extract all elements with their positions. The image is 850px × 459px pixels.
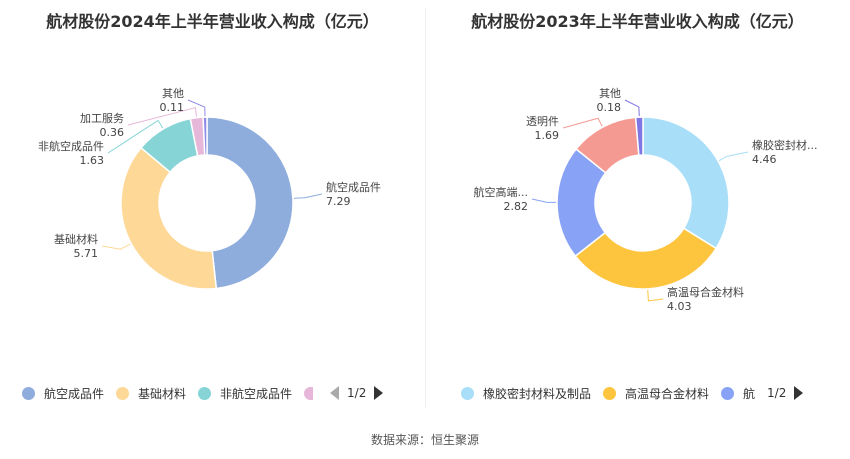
slice-1[interactable] xyxy=(574,227,718,290)
legend-label: 航空成品件 xyxy=(44,386,105,401)
slice-0[interactable] xyxy=(642,116,730,250)
slice-label-0: 橡胶密封材... xyxy=(752,138,818,152)
slice-label-2: 非航空成品件 xyxy=(38,139,104,153)
slice-value-3: 1.69 xyxy=(535,129,560,142)
legend: 橡胶密封材料及制品 高温母合金材料 航 1/2 xyxy=(461,383,804,403)
slice-label-0: 航空成品件 xyxy=(326,180,381,194)
slice-value-4: 0.18 xyxy=(597,101,622,114)
leader-line-4 xyxy=(187,99,206,117)
slice-value-2: 2.82 xyxy=(504,200,529,213)
divider xyxy=(425,8,426,408)
legend-item[interactable]: 非航空成品件 xyxy=(198,385,292,402)
leader-line-4 xyxy=(624,99,640,117)
slice-label-3: 透明件 xyxy=(526,115,559,128)
arrow-right-icon[interactable] xyxy=(374,386,384,400)
legend-dot xyxy=(22,386,35,400)
legend-item[interactable]: 基础材料 xyxy=(116,385,186,402)
legend-page-indicator: 1/2 xyxy=(767,386,787,400)
legend-item[interactable]: 高温母合金材料 xyxy=(603,385,709,402)
slice-label-1: 基础材料 xyxy=(54,232,98,246)
legend-label: 非航空成品件 xyxy=(220,386,293,401)
legend-item[interactable]: 航 xyxy=(721,385,755,402)
legend-pager: 1/2 xyxy=(330,386,384,400)
legend-pager: 1/2 xyxy=(767,386,804,400)
legend-label: 航 xyxy=(743,386,756,401)
leader-line-2 xyxy=(531,198,557,203)
slice-value-4: 0.11 xyxy=(160,101,185,114)
slice-value-0: 4.46 xyxy=(752,153,777,166)
chart-title: 航材股份2024年上半年营业收入构成（亿元） xyxy=(46,12,379,31)
leader-line-3 xyxy=(562,117,603,129)
slice-value-1: 4.03 xyxy=(667,300,692,313)
slice-value-1: 5.71 xyxy=(74,247,99,260)
legend-label: 基础材料 xyxy=(138,386,187,401)
leader-line-3 xyxy=(127,107,198,126)
legend-label: 橡胶密封材料及制品 xyxy=(483,386,592,401)
slice-value-3: 0.36 xyxy=(100,126,125,139)
slice-4[interactable] xyxy=(202,116,208,156)
slice-0[interactable] xyxy=(206,116,294,290)
slice-label-3: 加工服务 xyxy=(80,112,124,125)
chart-title: 航材股份2023年上半年营业收入构成（亿元） xyxy=(471,12,804,31)
slice-label-1: 高温母合金材料 xyxy=(667,285,744,299)
arrow-right-icon[interactable] xyxy=(794,386,804,400)
legend-label: 高温母合金材料 xyxy=(625,386,710,401)
slice-value-0: 7.29 xyxy=(326,195,351,208)
legend-item[interactable]: 橡胶密封材料及制品 xyxy=(461,385,591,402)
chart-2024: 航材股份2024年上半年营业收入构成（亿元） 航空成品件 7.29 基础材料 5.71… xyxy=(0,0,425,420)
legend-dot xyxy=(304,386,314,400)
data-source: 数据来源：恒生聚源 xyxy=(370,433,479,447)
arrow-left-icon[interactable] xyxy=(330,386,340,400)
slice-value-2: 1.63 xyxy=(80,154,105,167)
slice-4[interactable] xyxy=(634,116,644,156)
leader-line-1 xyxy=(647,289,664,302)
legend: 航空成品件 基础材料 非航空成品件 1/2 xyxy=(22,383,384,403)
legend-item[interactable] xyxy=(304,386,322,400)
leader-line-2 xyxy=(107,119,164,154)
leader-line-1 xyxy=(101,243,131,250)
slice-1[interactable] xyxy=(120,146,218,290)
slice-label-4: 其他 xyxy=(162,87,184,100)
legend-dot xyxy=(721,386,735,400)
legend-page-indicator: 1/2 xyxy=(347,386,367,400)
legend-item[interactable]: 航空成品件 xyxy=(22,385,104,402)
chart-2023: 航材股份2023年上半年营业收入构成（亿元） 橡胶密封材... 4.46 高温母合金… xyxy=(425,0,850,420)
legend-dot xyxy=(603,386,617,400)
slice-label-4: 其他 xyxy=(599,87,621,100)
legend-dot xyxy=(198,386,212,400)
legend-dot xyxy=(116,386,130,400)
leader-line-0 xyxy=(293,193,323,199)
slice-label-2: 航空高端... xyxy=(474,185,529,199)
leader-line-0 xyxy=(718,151,749,162)
legend-dot xyxy=(461,386,474,400)
